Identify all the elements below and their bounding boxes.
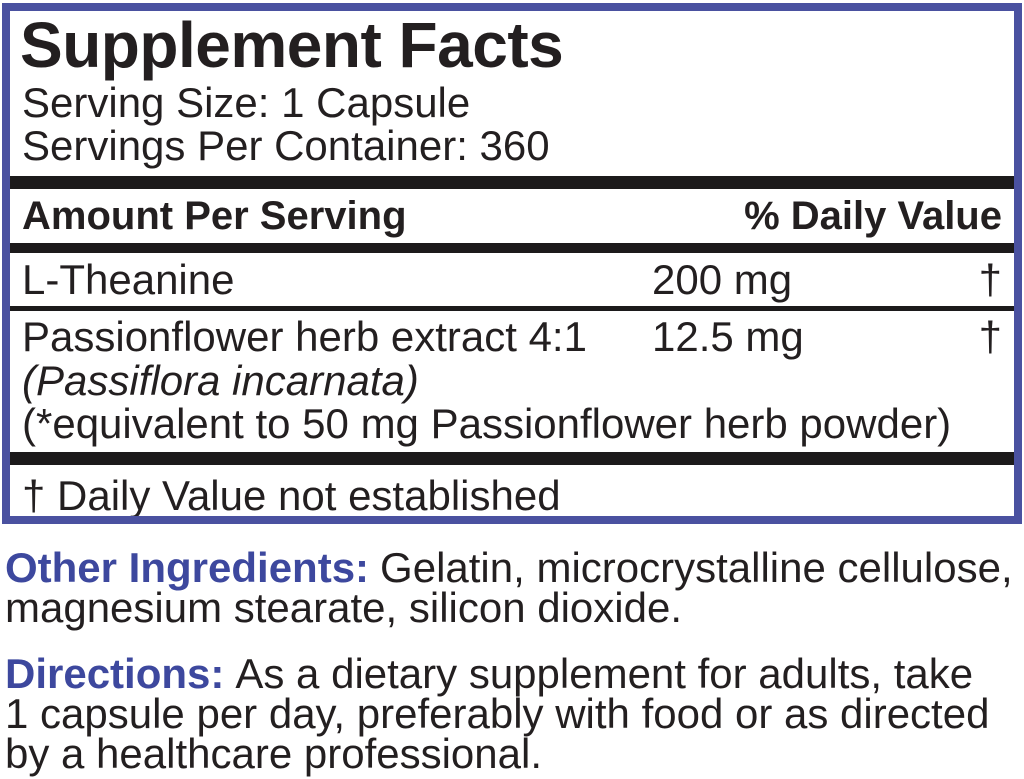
serving-size: Serving Size: 1 Capsule	[22, 79, 471, 126]
ingredient-name: Passionflower herb extract 4:1	[22, 313, 587, 360]
percent-daily-value-header: % Daily Value	[744, 194, 1002, 238]
servings-per-container: Servings Per Container: 360	[22, 122, 550, 169]
amount-per-serving-header: Amount Per Serving	[22, 194, 407, 238]
column-header-row: Amount Per Serving % Daily Value	[22, 189, 1002, 243]
divider-thick-bottom	[10, 452, 1014, 465]
directions-label: Directions:	[5, 650, 225, 697]
other-ingredients-label: Other Ingredients:	[5, 544, 370, 591]
other-ingredients-text-line-2: magnesium stearate, silicon dioxide.	[5, 584, 683, 631]
ingredient-daily-value-dagger: †	[978, 256, 1002, 303]
directions-text-line-1: As a dietary supplement for adults, take	[235, 650, 974, 697]
ingredient-equivalence-note: (*equivalent to 50 mg Passionflower herb…	[22, 400, 952, 447]
directions-text-line-3: by a healthcare professional.	[5, 730, 542, 777]
ingredient-name: L-Theanine	[22, 256, 235, 303]
ingredient-amount: 12.5 mg	[652, 313, 804, 360]
directions-text-line-2: 1 capsule per day, preferably with food …	[5, 690, 990, 737]
divider-thin	[10, 306, 1014, 311]
ingredient-latin-name: (Passiflora incarnata)	[22, 357, 419, 404]
ingredient-row-passionflower: Passionflower herb extract 4:1 12.5 mg †…	[22, 311, 1002, 452]
ingredient-daily-value-dagger: †	[978, 313, 1002, 360]
other-ingredients-section: Other Ingredients: Gelatin, microcrystall…	[5, 547, 1018, 631]
daily-value-footnote: † Daily Value not established	[22, 472, 561, 519]
directions-section: Directions: As a dietary supplement for a…	[5, 653, 1018, 777]
panel-title: Supplement Facts	[20, 9, 564, 81]
passionflower-main-line: Passionflower herb extract 4:1 12.5 mg †	[22, 315, 1002, 359]
ingredient-row-l-theanine: L-Theanine 200 mg †	[22, 253, 1002, 306]
supplement-facts-panel: Supplement Facts Serving Size: 1 Capsule…	[2, 3, 1022, 524]
ingredient-amount: 200 mg	[652, 256, 793, 303]
other-ingredients-text-line-1: Gelatin, microcrystalline cellulose,	[380, 544, 1013, 591]
divider-medium	[10, 243, 1014, 253]
divider-thick-top	[10, 176, 1014, 189]
